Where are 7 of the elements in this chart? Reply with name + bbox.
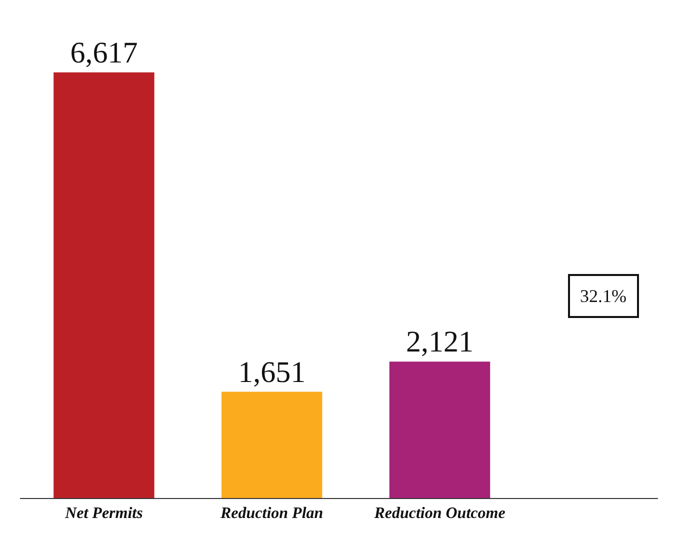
data-label: 2,121 [406, 326, 474, 359]
x-tick-label: Net Permits [64, 505, 143, 522]
data-label: 6,617 [70, 36, 138, 70]
data-label: 1,651 [238, 356, 306, 389]
x-tick-label: Reduction Plan [219, 505, 324, 522]
annotation: 32.1% [580, 286, 626, 306]
x-tick-label: Reduction Outcome [373, 505, 506, 522]
